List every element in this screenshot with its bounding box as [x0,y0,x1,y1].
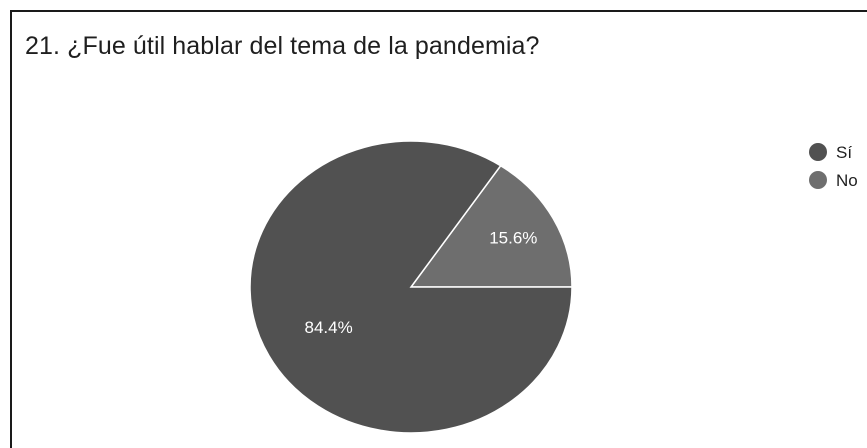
legend: Sí No [809,143,858,190]
chart-border [10,10,867,448]
pie-slice-labels: 15.6% 84.4% [304,229,537,337]
legend-swatch-no [809,171,827,189]
pie-slices [249,140,573,434]
legend-label-no: No [836,171,858,190]
legend-label-si: Sí [836,143,852,162]
pie-slice-si [249,140,573,434]
legend-swatch-si [809,143,827,161]
pie-slice-no [409,164,573,288]
chart-title: 21. ¿Fue útil hablar del tema de la pand… [25,32,540,60]
slice-label-no: 15.6% [489,229,537,248]
slice-label-si: 84.4% [304,318,352,337]
